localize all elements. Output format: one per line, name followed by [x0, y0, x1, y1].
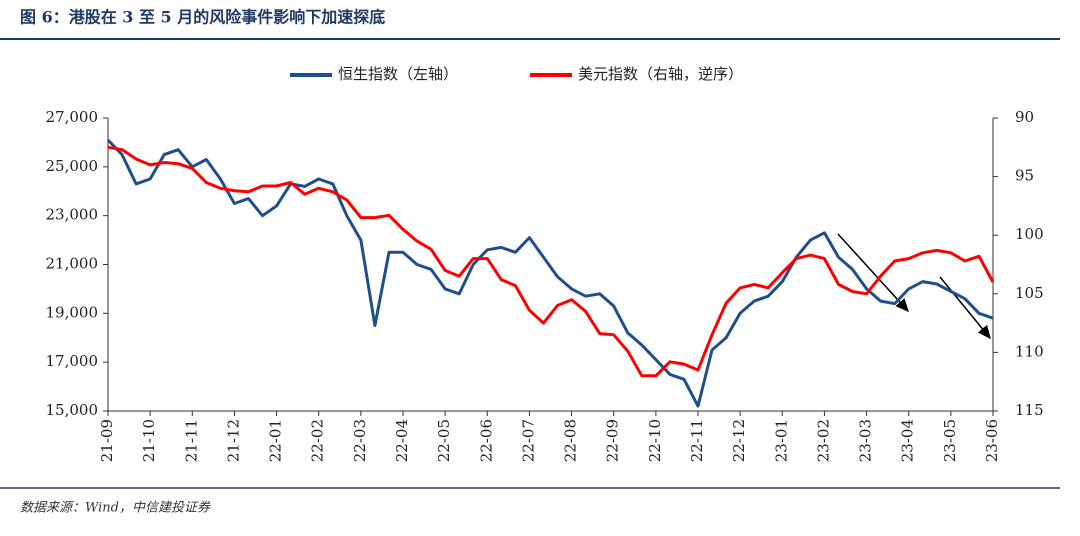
y-tick-label: 23,000 [46, 206, 99, 224]
y2-tick-label: 105 [1015, 284, 1044, 302]
x-tick-label: 22-03 [351, 419, 369, 462]
y2-tick-label: 90 [1015, 108, 1034, 126]
x-tick-label: 22-08 [562, 419, 580, 462]
x-tick-label: 22-12 [730, 419, 748, 462]
series-line [107, 145, 995, 378]
x-tick-label: 23-03 [857, 419, 875, 462]
x-tick-label: 21-12 [224, 419, 242, 462]
x-tick-label: 23-02 [814, 419, 832, 462]
y-tick-label: 21,000 [46, 255, 99, 273]
x-tick-label: 22-05 [435, 419, 453, 462]
x-tick-label: 21-11 [182, 419, 200, 462]
series-line [106, 138, 994, 408]
source-note: 数据来源：Wind，中信建投证券 [20, 501, 211, 516]
x-tick-label: 22-01 [267, 419, 285, 462]
y2-tick-label: 95 [1015, 167, 1034, 185]
x-tick-label: 22-06 [477, 419, 495, 462]
y-tick-label: 27,000 [46, 108, 99, 126]
trend-arrow [837, 233, 910, 313]
trend-arrow [939, 276, 991, 340]
x-tick-label: 22-02 [309, 419, 327, 462]
x-tick-label: 21-09 [98, 419, 116, 462]
y-tick-label: 15,000 [46, 401, 99, 419]
x-tick-label: 23-06 [983, 419, 1001, 462]
y2-tick-label: 100 [1015, 225, 1044, 243]
x-tick-label: 23-04 [899, 419, 917, 462]
y-tick-label: 19,000 [46, 303, 99, 321]
x-tick-label: 21-10 [140, 419, 158, 462]
x-tick-label: 22-10 [646, 419, 664, 462]
x-tick-label: 23-01 [772, 419, 790, 462]
x-tick-label: 22-11 [688, 419, 706, 462]
legend-label: 恒生指数（左轴） [338, 65, 458, 83]
chart-title: 图 6：港股在 3 至 5 月的风险事件影响下加速探底 [20, 8, 385, 27]
y-tick-label: 25,000 [46, 157, 99, 175]
x-tick-label: 22-09 [604, 419, 622, 462]
x-tick-label: 22-07 [519, 419, 537, 462]
legend-label: 美元指数（右轴，逆序） [578, 65, 743, 83]
y2-tick-label: 110 [1015, 342, 1044, 360]
y-tick-label: 17,000 [46, 352, 99, 370]
x-tick-label: 23-05 [941, 419, 959, 462]
y2-tick-label: 115 [1015, 401, 1044, 419]
x-tick-label: 22-04 [393, 419, 411, 462]
